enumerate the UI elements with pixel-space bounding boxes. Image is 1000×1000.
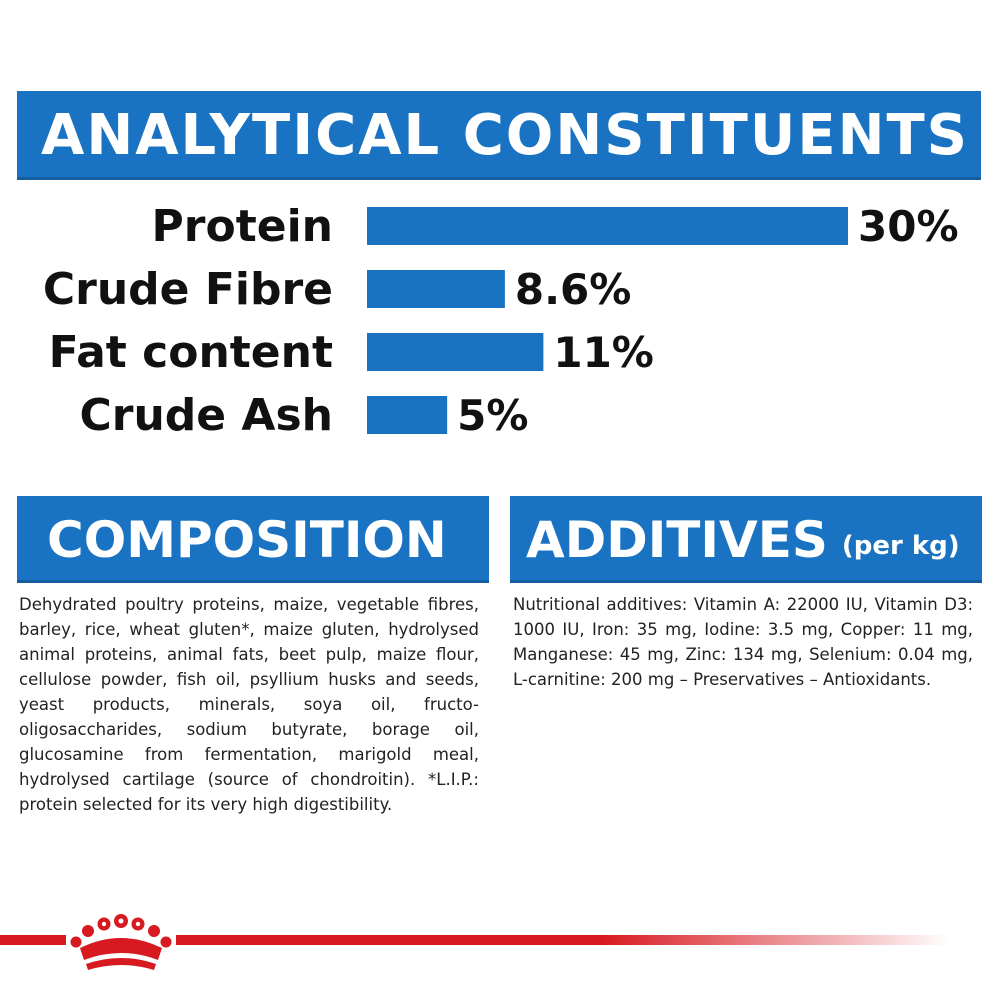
page-title: ANALYTICAL CONSTITUENTS [41, 103, 969, 168]
category-label: Fat content [49, 327, 333, 378]
value-label: 11% [553, 328, 654, 377]
composition-text: Dehydrated poultry proteins, maize, vege… [19, 595, 479, 814]
category-label: Protein [152, 201, 333, 252]
category-label: Crude Fibre [43, 264, 333, 315]
value-label: 8.6% [515, 265, 631, 314]
additives-title: ADDITIVES [526, 510, 828, 569]
crown-icon [66, 912, 176, 974]
additives-text: Nutritional additives: Vitamin A: 22000 … [513, 595, 973, 689]
category-label: Crude Ash [79, 390, 333, 441]
constituents-chart: Protein 30% Crude Fibre 8.6% Fat content 11% C… [43, 201, 959, 441]
additives-subtitle: (per kg) [841, 530, 960, 561]
bar [367, 207, 848, 245]
value-label: 5% [457, 391, 528, 440]
additives-banner: ADDITIVES (per kg) [510, 496, 982, 583]
composition-title: COMPOSITION [47, 510, 447, 569]
footer-red-line [0, 935, 1000, 945]
bar [367, 396, 448, 434]
header-banner: ANALYTICAL CONSTITUENTS [17, 91, 981, 180]
composition-banner: COMPOSITION [17, 496, 489, 583]
additives-heading: ADDITIVES (per kg) [526, 496, 960, 583]
bar [367, 270, 505, 308]
bar [367, 333, 544, 371]
value-label: 30% [858, 202, 959, 251]
